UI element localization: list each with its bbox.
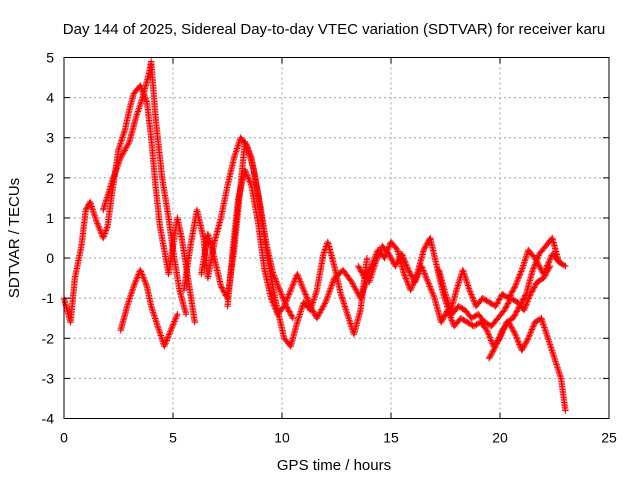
y-tick-label: -4 [42, 411, 55, 427]
x-tick-label: 10 [274, 430, 290, 446]
x-tick-label: 5 [169, 430, 177, 446]
y-tick-label: 1 [46, 210, 54, 226]
plus-markers [117, 266, 181, 350]
plot-frame [63, 57, 610, 419]
x-tick-label: 25 [601, 430, 617, 446]
axis-ticks [63, 57, 610, 419]
y-tick-label: -1 [42, 290, 55, 306]
series-track-5 [198, 138, 371, 350]
x-tick-label: 15 [383, 430, 399, 446]
series-track-9 [485, 315, 569, 414]
plus-markers [198, 138, 371, 350]
x-tick-label: 0 [60, 430, 68, 446]
series-track-7 [355, 234, 569, 318]
chart-title: Day 144 of 2025, Sidereal Day-to-day VTE… [63, 21, 605, 38]
y-tick-label: 4 [46, 90, 54, 106]
y-axis-title: SDTVAR / TECUs [6, 178, 23, 298]
plus-markers [100, 58, 190, 318]
plus-markers [435, 262, 554, 330]
series-track-3 [100, 58, 190, 318]
x-tick-label: 20 [492, 430, 508, 446]
y-tick-label: -2 [42, 330, 55, 346]
grid-lines [64, 57, 609, 419]
x-axis-title: GPS time / hours [277, 457, 391, 474]
y-tick-label: 0 [46, 250, 54, 266]
x-tick-labels: 0 5 10 15 20 25 [60, 430, 617, 446]
plus-markers [355, 234, 569, 318]
series-track-2 [117, 266, 181, 350]
series-track-10 [435, 262, 554, 330]
y-tick-labels: -4 -3 -2 -1 0 1 2 3 4 5 [42, 50, 55, 427]
y-tick-label: 2 [46, 170, 54, 186]
series-track-6 [224, 166, 373, 322]
y-tick-label: 3 [46, 130, 54, 146]
plus-markers [485, 315, 569, 414]
y-tick-label: 5 [46, 50, 54, 66]
y-tick-label: -3 [42, 370, 55, 386]
plus-markers [224, 166, 373, 322]
data-points [60, 58, 569, 414]
